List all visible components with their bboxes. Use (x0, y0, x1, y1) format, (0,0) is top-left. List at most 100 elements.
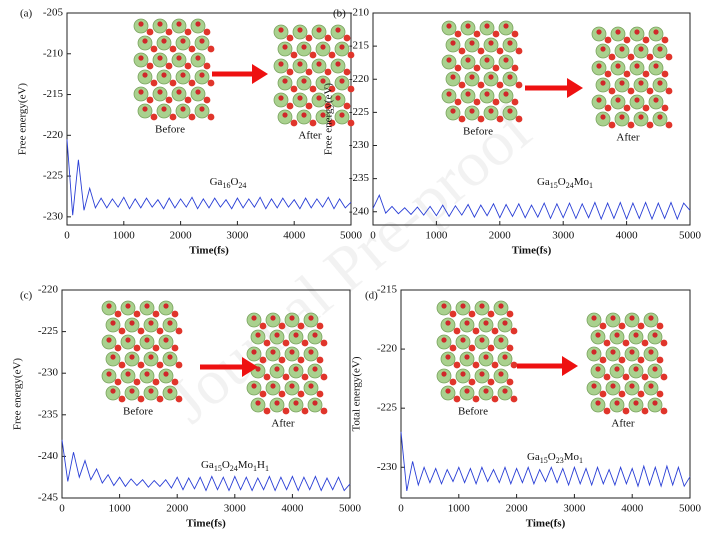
atom-o (282, 78, 288, 84)
atom-o (171, 310, 179, 318)
atom-o (622, 373, 630, 381)
structure-image (441, 20, 523, 123)
atom-o (125, 303, 131, 309)
atom-o (469, 40, 475, 46)
atom-o (460, 337, 466, 343)
structure-image (133, 18, 215, 121)
atom-o (320, 339, 328, 347)
atom-o (199, 72, 205, 78)
atom-o (171, 344, 179, 352)
atom-o (203, 28, 211, 36)
x-tick-label: 1000 (425, 230, 448, 242)
x-tick-label: 1000 (113, 230, 136, 242)
atom-o (483, 388, 489, 394)
atom-o (638, 80, 644, 86)
atom-o (629, 349, 635, 355)
atom-o (184, 28, 192, 36)
y-tick-label: -235 (349, 172, 370, 184)
atom-o (634, 63, 640, 69)
atom-o (293, 332, 299, 338)
atom-o (595, 366, 601, 372)
atom-o (464, 354, 470, 360)
y-tick-label: -215 (377, 284, 398, 296)
atom-o (484, 91, 490, 97)
atom-o (614, 400, 620, 406)
x-tick-label: 4000 (621, 503, 644, 515)
atom-o (615, 97, 621, 103)
atom-o (591, 383, 597, 389)
atom-o (491, 361, 499, 369)
atom-o (133, 378, 141, 386)
plot-frame (66, 12, 352, 226)
atom-o (487, 378, 495, 386)
atom-o (309, 85, 317, 93)
atom-o (339, 112, 345, 118)
atom-o (106, 303, 112, 309)
atom-o (503, 91, 509, 97)
x-tick-label: 5000 (339, 503, 362, 515)
atom-o (157, 89, 163, 95)
atom-o (175, 395, 183, 403)
structure-image (436, 300, 518, 403)
atom-o (251, 315, 257, 321)
atom-o (604, 70, 612, 78)
x-tick-label: 0 (398, 503, 404, 515)
atom-o (595, 332, 601, 338)
atom-o (600, 114, 606, 120)
atom-o (290, 85, 298, 93)
atom-o (263, 407, 271, 415)
atom-o (619, 114, 625, 120)
atom-o (114, 344, 122, 352)
atom-o (297, 356, 305, 364)
atom-o (263, 339, 271, 347)
atom-o (316, 390, 324, 398)
atom-o (657, 114, 663, 120)
atom-o (286, 68, 294, 76)
panel-label: (b) (333, 8, 346, 20)
energy-line (372, 194, 691, 221)
atom-o (106, 371, 112, 377)
atom-o (634, 97, 640, 103)
atom-o (142, 106, 148, 112)
y-tick-label: -220 (38, 284, 59, 296)
atom-o (449, 344, 457, 352)
atom-o (148, 320, 154, 326)
x-tick-label: 4000 (283, 230, 306, 242)
atom-o (515, 47, 523, 55)
atom-o (207, 45, 215, 53)
atom-o (263, 373, 271, 381)
atom-o (144, 371, 150, 377)
y-tick-label: -220 (349, 73, 370, 85)
atom-o (312, 400, 318, 406)
atom-o (312, 332, 318, 338)
atom-o (468, 310, 476, 318)
x-tick-label: 2000 (506, 503, 529, 515)
atom-o (603, 407, 611, 415)
atom-o (148, 354, 154, 360)
atom-o (137, 361, 145, 369)
atom-o (646, 53, 654, 61)
atom-o (343, 102, 351, 110)
arrow-head (567, 78, 583, 98)
atom-o (176, 55, 182, 61)
atom-o (138, 55, 144, 61)
atom-o (163, 371, 169, 377)
y-tick-label: -210 (43, 47, 64, 59)
atom-o (441, 303, 447, 309)
y-tick-label: -240 (38, 450, 59, 462)
atom-o (665, 121, 673, 129)
atom-o (450, 40, 456, 46)
atom-o (465, 23, 471, 29)
y-tick-label: -230 (377, 461, 398, 473)
atom-o (614, 366, 620, 372)
atom-o (599, 322, 607, 330)
atom-o (320, 407, 328, 415)
atom-o (286, 102, 294, 110)
structure-image (273, 24, 355, 127)
structure-image (586, 312, 668, 415)
atom-o (629, 315, 635, 321)
atom-o (648, 383, 654, 389)
atom-o (171, 378, 179, 386)
atom-o (110, 354, 116, 360)
y-tick-label: -215 (43, 88, 64, 100)
